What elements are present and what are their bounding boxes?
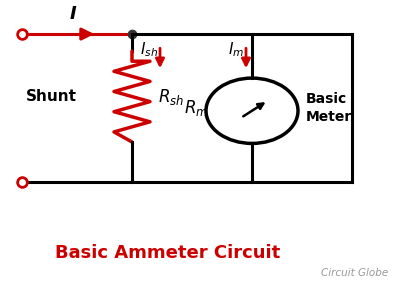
- Text: I: I: [70, 5, 76, 23]
- Text: $R_{sh}$: $R_{sh}$: [158, 87, 184, 106]
- Text: Shunt: Shunt: [26, 89, 77, 104]
- Text: $I_{m}$: $I_{m}$: [228, 40, 244, 59]
- Text: Basic Ammeter Circuit: Basic Ammeter Circuit: [55, 244, 281, 262]
- Text: Circuit Globe: Circuit Globe: [321, 268, 388, 278]
- Text: Basic
Meter: Basic Meter: [306, 92, 352, 124]
- Text: $I_{sh}$: $I_{sh}$: [140, 40, 158, 59]
- Text: $R_{m}$: $R_{m}$: [184, 98, 208, 118]
